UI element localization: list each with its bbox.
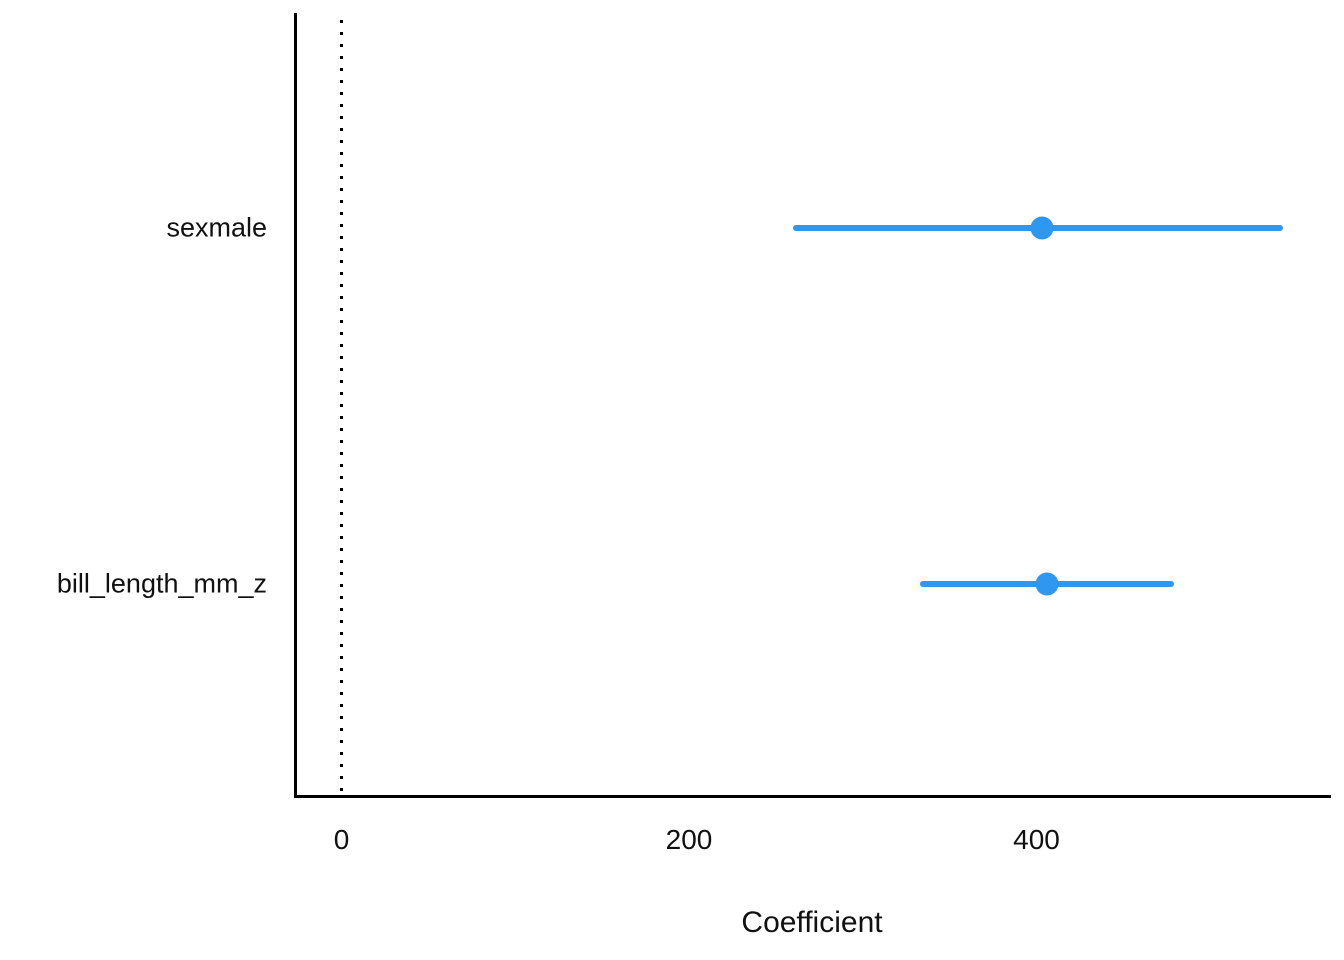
point-estimate-bill-length-mm-z (1035, 572, 1059, 596)
point-estimate-sexmale (1030, 216, 1054, 240)
y-tick-label-sexmale: sexmale (166, 212, 267, 243)
x-axis-title: Coefficient (741, 906, 883, 939)
y-tick-label-bill-length-mm-z: bill_length_mm_z (56, 568, 267, 599)
x-tick-label-200: 200 (665, 824, 713, 855)
x-axis-line (294, 795, 1331, 798)
y-axis-line (294, 13, 297, 798)
x-tick-label-0: 0 (333, 824, 350, 855)
zero-reference-line (340, 20, 343, 794)
x-tick-label-400: 400 (1013, 824, 1060, 855)
